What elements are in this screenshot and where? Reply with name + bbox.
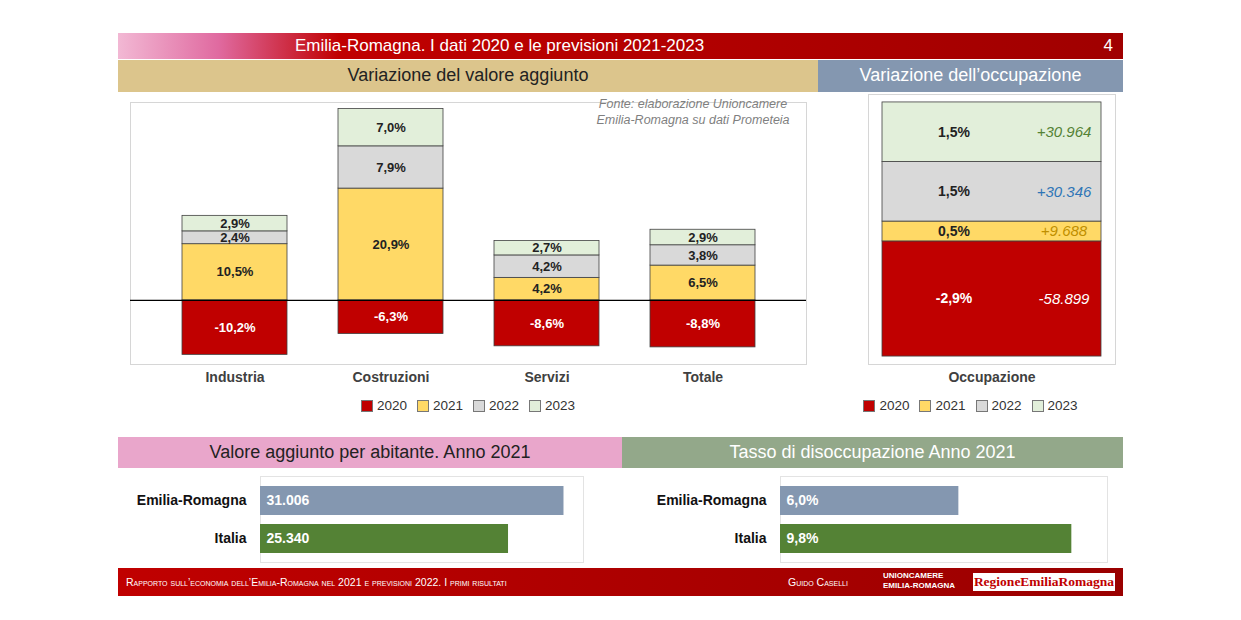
html-text:Rapporto sull’economia dell’Em: Rapporto sull’economia dell’Emilia-Romag…	[126, 576, 507, 588]
svg-text:Totale: Totale	[683, 369, 723, 385]
svg-text:4,2%: 4,2%	[532, 259, 562, 274]
svg-text:-6,3%: -6,3%	[374, 309, 408, 324]
svg-text:Costruzioni: Costruzioni	[353, 369, 430, 385]
html-text:2021: 2021	[935, 398, 966, 413]
svg-text:+30.346: +30.346	[1037, 183, 1092, 200]
svg-text:25.340: 25.340	[267, 530, 310, 546]
svg-text:2,9%: 2,9%	[220, 216, 250, 231]
html-text:UNIONCAMERE: UNIONCAMERE	[883, 571, 944, 580]
svg-text:Occupazione: Occupazione	[948, 369, 1035, 385]
svg-text:6,0%: 6,0%	[787, 492, 819, 508]
svg-text:6,5%: 6,5%	[688, 275, 718, 290]
svg-text:2,7%: 2,7%	[532, 240, 562, 255]
svg-text:2,9%: 2,9%	[688, 230, 718, 245]
html-text:RegioneEmiliaRomagna: RegioneEmiliaRomagna	[973, 574, 1115, 589]
svg-text:Emilia-Romagna: Emilia-Romagna	[137, 492, 247, 508]
svg-text:1,5%: 1,5%	[938, 124, 970, 140]
svg-text:Servizi: Servizi	[524, 369, 569, 385]
html-text:Fonte: elaborazione Unioncamer: Fonte: elaborazione Unioncamere Emilia-R…	[596, 97, 790, 128]
svg-text:Italia: Italia	[735, 530, 767, 546]
svg-text:Industria: Industria	[205, 369, 264, 385]
html-text:Variazione dell’occupazione: Variazione dell’occupazione	[859, 65, 1082, 86]
svg-text:-8,8%: -8,8%	[686, 316, 720, 331]
html-text:2021: 2021	[433, 398, 463, 413]
html-text:2023: 2023	[1047, 398, 1078, 413]
svg-text:0,5%: 0,5%	[938, 223, 970, 239]
html-text:2022: 2022	[489, 398, 519, 413]
html-text:4: 4	[1103, 36, 1113, 55]
html-text:Tasso di disoccupazione Anno 2: Tasso di disoccupazione Anno 2021	[729, 441, 1016, 462]
html-text:2022: 2022	[991, 398, 1022, 413]
svg-text:20,9%: 20,9%	[373, 237, 410, 252]
html-text:Variazione del valore aggiunto: Variazione del valore aggiunto	[347, 65, 589, 86]
svg-text:Italia: Italia	[215, 530, 247, 546]
html-text:2020: 2020	[879, 398, 910, 413]
svg-text:-58.899: -58.899	[1039, 290, 1091, 307]
svg-text:10,5%: 10,5%	[217, 264, 254, 279]
svg-text:4,2%: 4,2%	[532, 281, 562, 296]
svg-text:7,9%: 7,9%	[376, 160, 406, 175]
svg-text:1,5%: 1,5%	[938, 183, 970, 199]
svg-text:9,8%: 9,8%	[787, 530, 819, 546]
svg-text:+9.688: +9.688	[1041, 222, 1088, 239]
html-text:2020: 2020	[376, 398, 407, 413]
html-text:Valore aggiunto per abitante.: Valore aggiunto per abitante. Anno 2021	[209, 441, 531, 462]
html-text:2023: 2023	[545, 398, 576, 413]
svg-text:2,4%: 2,4%	[220, 230, 250, 245]
svg-text:3,8%: 3,8%	[688, 248, 718, 263]
html-text:Guido Caselli: Guido Caselli	[788, 576, 848, 588]
svg-text:-10,2%: -10,2%	[214, 320, 256, 335]
svg-text:-8,6%: -8,6%	[530, 315, 564, 330]
svg-text:-2,9%: -2,9%	[936, 290, 973, 306]
svg-text:31.006: 31.006	[267, 492, 310, 508]
svg-text:Emilia-Romagna: Emilia-Romagna	[657, 492, 767, 508]
html-text:EMILIA-ROMAGNA: EMILIA-ROMAGNA	[883, 581, 955, 590]
svg-text:7,0%: 7,0%	[376, 120, 406, 135]
svg-text:+30.964: +30.964	[1037, 123, 1092, 140]
html-text:Emilia-Romagna. I dati 2020 e: Emilia-Romagna. I dati 2020 e le previsi…	[295, 36, 705, 55]
